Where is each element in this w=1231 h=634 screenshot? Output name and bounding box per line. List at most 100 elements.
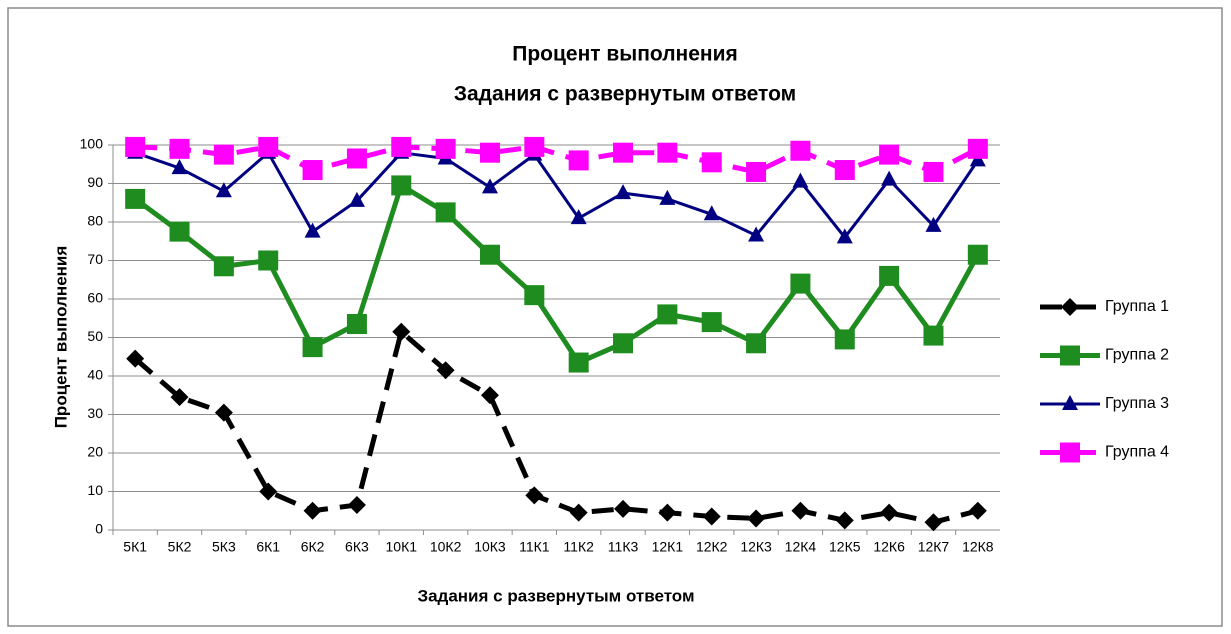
y-tick-label: 30 (87, 405, 103, 421)
data-point (747, 509, 766, 528)
data-point (169, 138, 190, 159)
legend-label: Группа 2 (1105, 347, 1169, 364)
data-point (258, 136, 279, 157)
data-point (568, 352, 589, 373)
data-point (303, 501, 322, 520)
x-tick-label: 12К4 (785, 539, 817, 555)
data-point (746, 161, 767, 182)
data-point (613, 142, 634, 163)
y-tick-label: 70 (87, 251, 103, 267)
x-tick-label: 6К2 (301, 539, 325, 555)
data-point (923, 325, 944, 346)
legend-label: Группа 4 (1105, 444, 1169, 461)
data-point (213, 144, 234, 165)
data-point (302, 160, 323, 181)
data-point (834, 329, 855, 350)
data-point (125, 188, 146, 209)
x-tick-label: 5К2 (168, 539, 192, 555)
data-point (881, 170, 898, 186)
data-point (215, 182, 232, 198)
data-point (569, 503, 588, 522)
data-point (479, 142, 500, 163)
data-point (435, 202, 456, 223)
y-axis-title: Процент выполнения (51, 246, 70, 429)
data-point (171, 159, 188, 175)
data-point (392, 322, 411, 341)
data-point (304, 222, 321, 238)
y-tick-label: 50 (87, 328, 103, 344)
data-point (302, 337, 323, 358)
x-tick-label: 11К3 (608, 539, 639, 555)
data-point (879, 144, 900, 165)
y-tick-label: 60 (87, 290, 103, 306)
data-point (748, 226, 765, 242)
data-point (169, 221, 190, 242)
legend-marker (1060, 345, 1080, 366)
data-point (969, 151, 986, 167)
y-tick-label: 40 (87, 367, 103, 383)
data-point (703, 205, 720, 221)
x-tick-label: 10К3 (474, 539, 506, 555)
data-point (126, 349, 145, 368)
data-point (835, 511, 854, 530)
data-point (391, 136, 412, 157)
data-point (836, 228, 853, 244)
data-point (346, 148, 367, 169)
legend-label: Группа 1 (1105, 298, 1169, 315)
data-point (790, 273, 811, 294)
data-point (834, 160, 855, 181)
legend-label: Группа 3 (1105, 395, 1169, 412)
data-point (568, 150, 589, 171)
data-point (791, 501, 810, 520)
data-point (348, 191, 365, 207)
data-point (213, 256, 234, 277)
x-tick-label: 12К3 (740, 539, 772, 555)
y-tick-label: 20 (87, 444, 103, 460)
data-point (259, 482, 278, 501)
data-point (479, 244, 500, 265)
chart-subtitle: Задания с развернутым ответом (454, 83, 796, 106)
data-point (701, 312, 722, 333)
data-point (967, 244, 988, 265)
data-point (214, 403, 233, 422)
series-line (134, 151, 980, 239)
y-tick-label: 100 (80, 136, 104, 152)
data-point (880, 503, 899, 522)
y-tick-label: 10 (87, 482, 103, 498)
x-tick-label: 6К1 (256, 539, 280, 555)
chart-title: Процент выполнения (512, 43, 738, 66)
data-point (658, 503, 677, 522)
data-point (879, 265, 900, 286)
x-tick-label: 12К5 (829, 539, 861, 555)
data-point (657, 142, 678, 163)
x-tick-label: 10К1 (386, 539, 418, 555)
data-point (968, 501, 987, 520)
x-tick-label: 12К6 (873, 539, 905, 555)
data-point (481, 178, 498, 194)
chart-border (7, 7, 1223, 627)
data-point (524, 136, 545, 157)
data-point (436, 361, 455, 380)
data-point (614, 499, 633, 518)
data-point (570, 209, 587, 225)
x-tick-label: 12К1 (652, 539, 684, 555)
data-point (525, 486, 544, 505)
data-point (480, 386, 499, 405)
data-point (657, 304, 678, 325)
data-point (170, 388, 189, 407)
data-point (701, 152, 722, 173)
data-point (347, 495, 366, 514)
data-point (924, 513, 943, 532)
x-tick-label: 12К2 (696, 539, 728, 555)
data-point (613, 333, 634, 354)
data-point (967, 138, 988, 159)
x-tick-label: 12К8 (962, 539, 994, 555)
x-tick-label: 11К2 (563, 539, 594, 555)
data-point (125, 136, 146, 157)
data-point (524, 285, 545, 306)
y-tick-label: 90 (87, 174, 103, 190)
x-tick-label: 11К1 (519, 539, 550, 555)
data-point (702, 507, 721, 526)
x-tick-label: 10К2 (430, 539, 462, 555)
